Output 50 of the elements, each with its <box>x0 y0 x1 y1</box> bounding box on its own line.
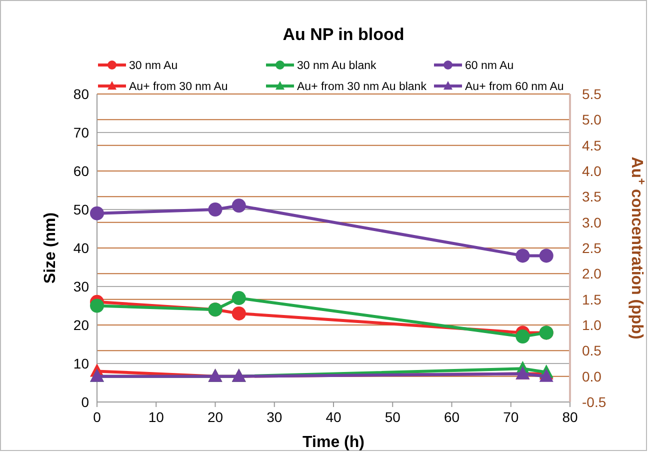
legend-label: Au+ from 30 nm Au <box>129 81 228 93</box>
y2-tick-label: 2.0 <box>582 266 602 282</box>
chart-title: Au NP in blood <box>282 25 404 44</box>
point <box>232 198 246 213</box>
x-tick-label: 40 <box>326 409 342 425</box>
y-tick-label: 40 <box>73 240 90 256</box>
y-axis-title: Size (nm) <box>42 212 59 284</box>
y-tick-label: 70 <box>73 124 90 140</box>
legend-label: 30 nm Au blank <box>297 60 377 72</box>
point <box>539 248 554 263</box>
x-tick-label: 80 <box>562 409 578 425</box>
x-tick-label: 50 <box>384 409 401 425</box>
point <box>516 330 530 344</box>
legend-label: Au+ from 60 nm Au <box>465 81 564 93</box>
y2-tick-label: 4.5 <box>582 137 602 154</box>
y-tick-label: 30 <box>73 278 90 294</box>
point <box>232 291 246 306</box>
y2-tick-label: 1.0 <box>582 317 602 333</box>
x-tick-label: 10 <box>148 409 164 425</box>
point <box>516 248 530 263</box>
y-tick-label: 10 <box>73 356 90 372</box>
point <box>208 202 222 216</box>
y2-tick-label: -0.5 <box>582 394 606 410</box>
y2-tick-label: 0.5 <box>582 342 602 359</box>
x-tick-label: 30 <box>266 409 282 425</box>
y2-tick-label: 0.0 <box>582 368 602 384</box>
x-tick-label: 70 <box>503 409 519 425</box>
y2-tick-label: 1.5 <box>582 291 602 308</box>
point <box>90 298 104 313</box>
legend-label: 30 nm Au <box>129 60 178 72</box>
y2-tick-label: 3.0 <box>582 214 602 230</box>
y2-tick-label: 3.5 <box>582 188 602 205</box>
point <box>539 368 554 382</box>
y2-tick-label: 5.0 <box>582 112 602 128</box>
y2-tick-label: 5.5 <box>582 86 602 102</box>
y-tick-label: 60 <box>73 163 90 179</box>
x-tick-label: 60 <box>444 409 460 425</box>
y-tick-label: 20 <box>73 317 90 333</box>
y2-tick-label: 4.0 <box>582 163 602 179</box>
x-axis-title: Time (h) <box>302 434 364 451</box>
legend-label: Au+ from 30 nm Au blank <box>297 81 427 93</box>
y-tick-label: 80 <box>73 86 90 102</box>
point <box>232 306 246 320</box>
point <box>90 206 104 220</box>
y-tick-label: 50 <box>73 202 90 218</box>
legend-label: 60 nm Au <box>465 60 514 72</box>
x-tick-label: 0 <box>93 409 102 425</box>
x-tick-label: 20 <box>207 409 224 425</box>
y2-tick-label: 2.5 <box>582 240 602 256</box>
y-tick-label: 0 <box>81 394 90 410</box>
